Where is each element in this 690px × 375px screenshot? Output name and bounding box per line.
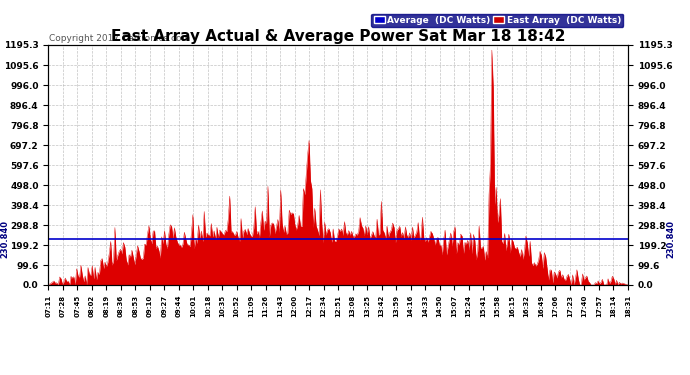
Legend: Average  (DC Watts), East Array  (DC Watts): Average (DC Watts), East Array (DC Watts… bbox=[371, 13, 623, 27]
Text: Copyright 2017 Cartronics.com: Copyright 2017 Cartronics.com bbox=[50, 34, 190, 43]
Text: 230.840: 230.840 bbox=[0, 220, 10, 258]
Text: 230.840: 230.840 bbox=[667, 220, 676, 258]
Title: East Array Actual & Average Power Sat Mar 18 18:42: East Array Actual & Average Power Sat Ma… bbox=[111, 29, 565, 44]
